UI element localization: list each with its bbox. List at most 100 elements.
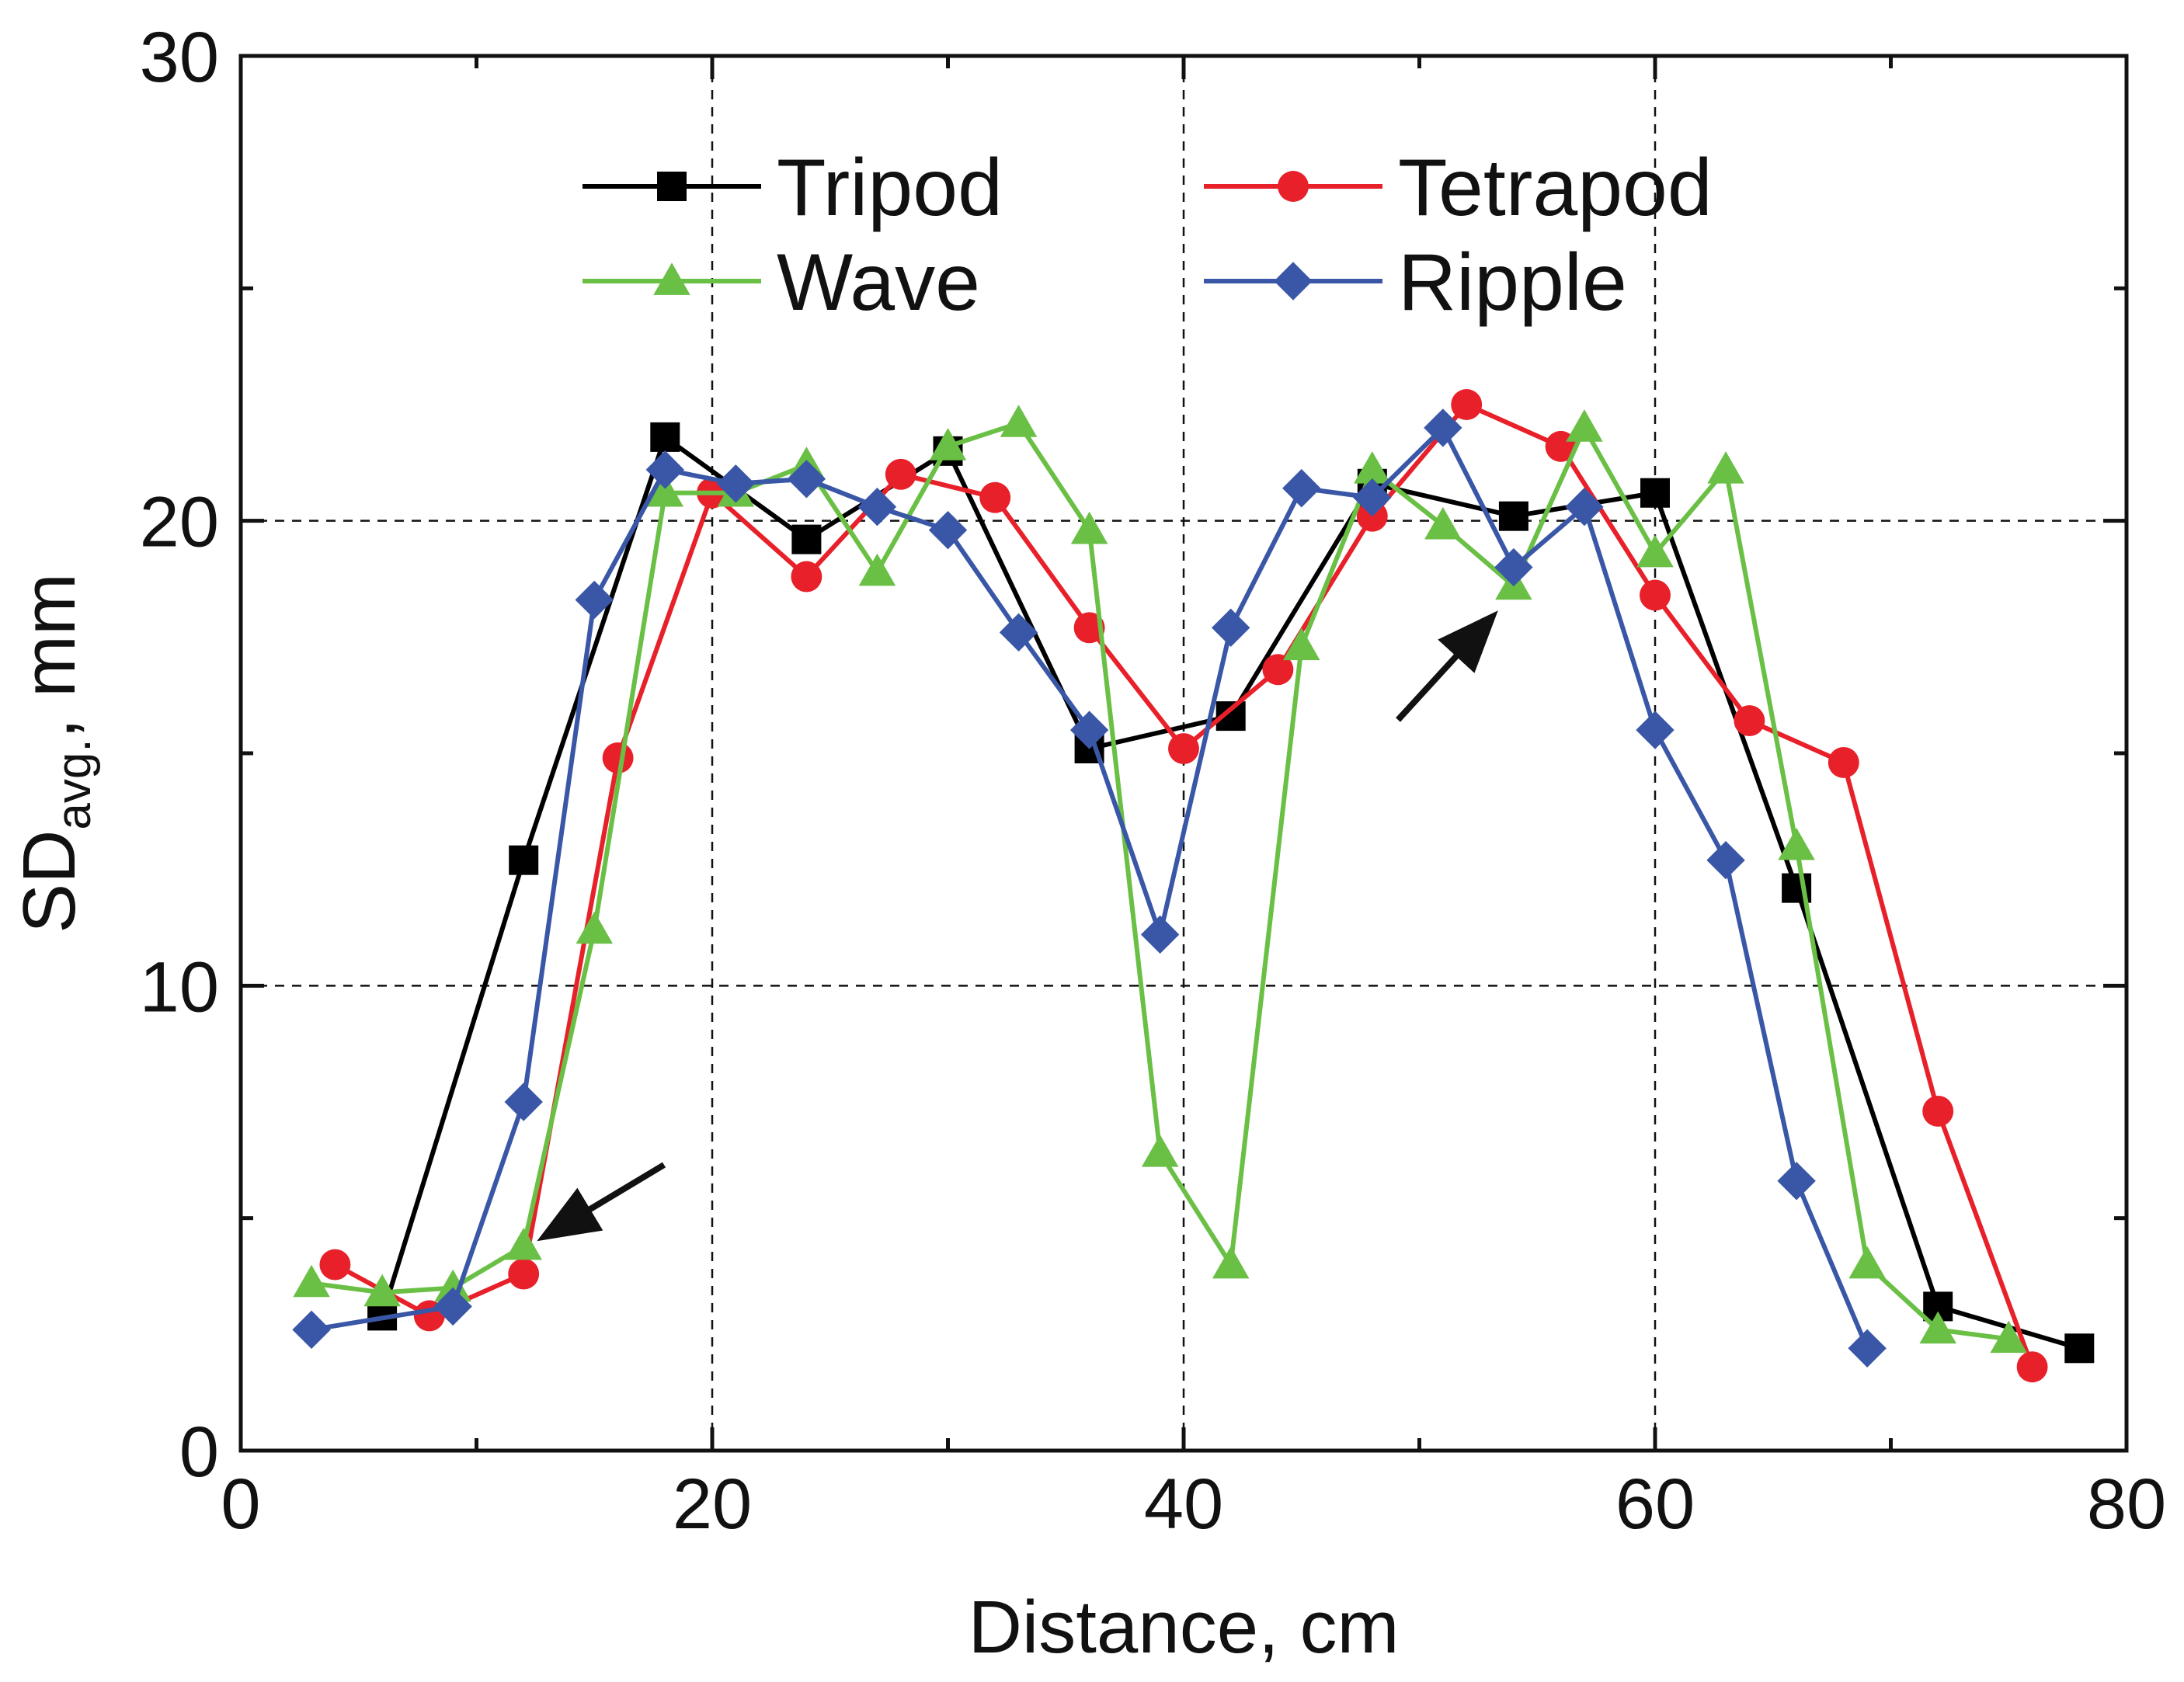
data-point-triangle xyxy=(505,1227,542,1260)
series-tripod xyxy=(367,422,2095,1364)
data-point-circle xyxy=(1640,579,1671,611)
data-point-diamond xyxy=(1353,478,1392,517)
data-point-diamond xyxy=(1424,408,1462,447)
data-point-triangle xyxy=(1778,827,1815,860)
data-point-diamond xyxy=(1212,608,1250,648)
data-point-triangle xyxy=(1990,1320,2027,1354)
y-tick-label: 20 xyxy=(140,483,219,562)
x-tick-label: 0 xyxy=(221,1465,260,1544)
series-line-wave xyxy=(311,420,2009,1342)
data-point-diamond xyxy=(433,1287,472,1326)
data-point-diamond xyxy=(1494,547,1533,587)
y-axis-title-main: SD xyxy=(8,830,91,933)
data-point-diamond xyxy=(857,488,897,526)
data-point-triangle xyxy=(576,911,613,944)
data-point-diamond xyxy=(1140,915,1180,954)
data-point-circle xyxy=(1451,389,1483,420)
data-point-diamond xyxy=(1274,262,1313,301)
data-point-square xyxy=(2064,1333,2095,1364)
data-point-triangle xyxy=(1707,451,1744,484)
data-point-triangle xyxy=(1283,627,1320,661)
annotations xyxy=(537,610,1498,1242)
data-point-circle xyxy=(1734,705,1765,737)
data-point-circle xyxy=(885,458,916,490)
data-point-triangle xyxy=(653,262,690,295)
data-point-circle xyxy=(1168,733,1199,764)
data-point-diamond xyxy=(999,613,1038,652)
data-point-square xyxy=(650,422,680,452)
data-point-triangle xyxy=(1070,511,1108,544)
data-point-circle xyxy=(1278,171,1309,202)
data-point-diamond xyxy=(292,1310,331,1350)
legend-label: Wave xyxy=(777,238,980,328)
data-point-diamond xyxy=(716,464,756,503)
legend-item-tripod: Tripod xyxy=(583,143,1003,233)
data-point-diamond xyxy=(928,510,968,550)
data-point-diamond xyxy=(1069,711,1109,749)
annotation-arrow xyxy=(537,1162,666,1242)
x-tick-label: 20 xyxy=(673,1465,752,1544)
grid-lines xyxy=(241,56,2127,1451)
data-point-triangle xyxy=(293,1264,330,1298)
data-point-diamond xyxy=(1777,1162,1816,1201)
series-wave xyxy=(293,405,2027,1354)
data-point-square xyxy=(1498,501,1528,531)
data-point-square xyxy=(509,845,539,875)
y-tick-label: 0 xyxy=(179,1413,219,1492)
data-point-triangle xyxy=(858,553,896,586)
data-point-circle xyxy=(602,742,634,773)
data-point-diamond xyxy=(1282,469,1321,508)
series-layer xyxy=(292,389,2095,1383)
data-point-triangle xyxy=(1212,1246,1250,1279)
data-point-diamond xyxy=(575,580,614,620)
y-tick-label: 10 xyxy=(140,947,219,1027)
y-axis-title-subscript: avg. xyxy=(47,738,101,829)
series-ripple xyxy=(292,408,1887,1367)
data-point-diamond xyxy=(645,450,684,489)
data-point-diamond xyxy=(1636,711,1675,749)
legend-item-wave: Wave xyxy=(583,238,980,328)
data-point-triangle xyxy=(1000,405,1038,437)
x-tick-label: 80 xyxy=(2087,1465,2166,1544)
y-axis-title: SDavg., mm xyxy=(8,573,101,933)
legend-label: Tripod xyxy=(777,143,1003,233)
tick-labels: 0 20 40 60 80 0 10 20 30 xyxy=(140,18,2167,1544)
data-point-triangle xyxy=(1919,1311,1956,1344)
data-point-triangle xyxy=(1636,534,1674,568)
data-point-circle xyxy=(791,561,822,593)
data-point-square xyxy=(791,524,822,554)
x-axis-title: Distance, cm xyxy=(969,1586,1400,1669)
data-point-triangle xyxy=(1424,506,1462,540)
data-point-triangle xyxy=(646,474,684,507)
x-tick-label: 40 xyxy=(1144,1465,1223,1544)
data-point-triangle xyxy=(1141,1135,1179,1167)
data-point-circle xyxy=(2016,1351,2048,1383)
y-tick-label: 30 xyxy=(140,18,219,97)
data-point-circle xyxy=(1828,747,1859,778)
x-tick-label: 60 xyxy=(1615,1465,1695,1544)
data-point-circle xyxy=(979,481,1011,513)
data-point-triangle xyxy=(1354,451,1391,484)
legend-item-tetrapod: Tetrapod xyxy=(1204,143,1713,233)
legend: Tripod Tetrapod Wave Ripple xyxy=(583,143,1713,328)
data-point-circle xyxy=(319,1249,351,1281)
legend-label: Ripple xyxy=(1398,238,1627,328)
y-axis-title-suffix: , mm xyxy=(8,573,91,738)
data-point-diamond xyxy=(787,460,826,499)
data-point-diamond xyxy=(504,1083,543,1121)
data-point-circle xyxy=(508,1258,540,1290)
series-line-tripod xyxy=(380,434,2081,1351)
data-point-diamond xyxy=(1706,840,1745,880)
data-point-square xyxy=(657,172,687,201)
annotation-arrow xyxy=(1396,610,1498,722)
data-point-circle xyxy=(1073,612,1105,644)
data-point-circle xyxy=(1922,1096,1954,1127)
data-point-triangle xyxy=(434,1269,471,1302)
data-point-diamond xyxy=(1565,488,1604,526)
legend-item-ripple: Ripple xyxy=(1204,238,1627,328)
data-point-triangle xyxy=(1566,409,1603,442)
data-point-triangle xyxy=(363,1274,401,1307)
axis-ticks xyxy=(238,54,2129,1453)
data-point-square xyxy=(1640,478,1670,508)
